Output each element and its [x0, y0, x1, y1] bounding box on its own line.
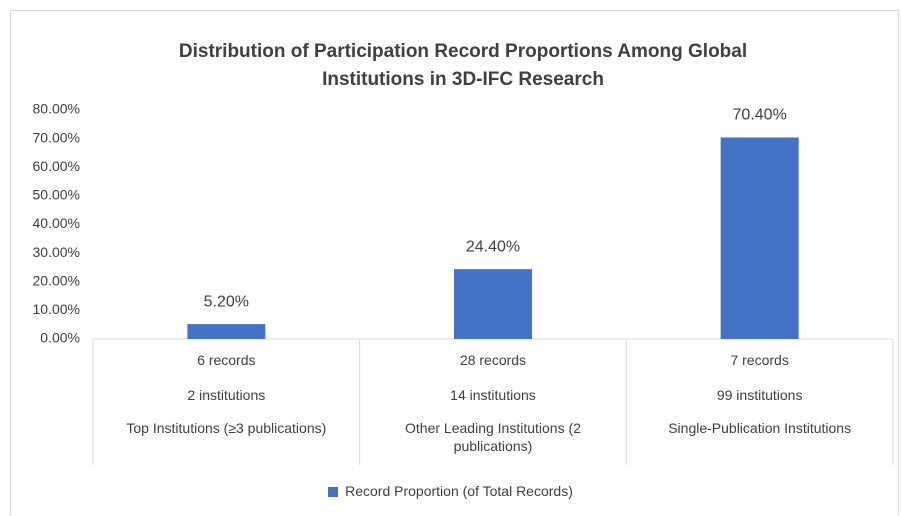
y-tick-label: 80.00%	[33, 101, 80, 117]
y-tick-label: 10.00%	[33, 301, 80, 317]
y-tick-label: 50.00%	[33, 187, 80, 203]
data-label: 5.20%	[204, 293, 249, 310]
y-tick-label: 30.00%	[33, 244, 80, 260]
y-tick-label: 0.00%	[40, 330, 80, 346]
y-tick-label: 40.00%	[33, 215, 80, 231]
x-tick-label: 28 records	[459, 352, 527, 368]
x-tick-label: 99 institutions	[716, 387, 803, 403]
x-tick-label: Top Institutions (≥3 publications)	[126, 420, 327, 436]
legend-label: Record Proportion (of Total Records)	[345, 483, 573, 499]
x-tick-label: 2 institutions	[187, 387, 266, 403]
bar	[720, 137, 799, 339]
x-tick-label: 6 records	[197, 352, 256, 368]
data-label: 24.40%	[466, 238, 520, 255]
bar	[454, 269, 532, 339]
y-tick-label: 60.00%	[33, 158, 80, 174]
y-tick-label: 20.00%	[33, 272, 80, 288]
chart-frame	[10, 10, 899, 515]
chart-title: Distribution of Participation Record Pro…	[178, 41, 748, 90]
bar	[187, 324, 266, 339]
data-label: 70.40%	[733, 107, 787, 124]
x-tick-label: Other Leading Institutions (2 publicatio…	[405, 420, 581, 454]
legend: Record Proportion (of Total Records)	[0, 483, 901, 499]
legend-swatch	[328, 487, 339, 497]
y-tick-label: 70.00%	[33, 129, 80, 145]
x-tick-label: Single-Publication Institutions	[668, 420, 852, 436]
x-tick-label: 14 institutions	[450, 387, 536, 403]
x-tick-label: 7 records	[730, 352, 789, 368]
